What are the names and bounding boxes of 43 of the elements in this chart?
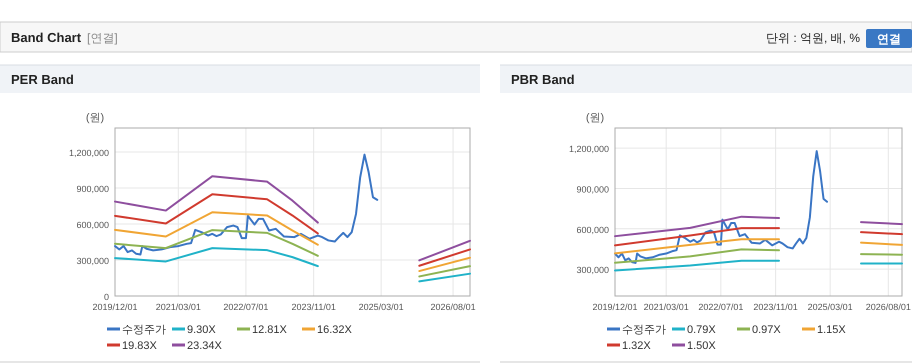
text: 연결 xyxy=(877,32,901,46)
y-axis-title: (원) xyxy=(86,112,104,124)
y-axis-title: (원) xyxy=(586,112,604,124)
y-tick-label: 600,000 xyxy=(76,220,109,230)
x-tick-label: 2026/08/01 xyxy=(866,302,911,312)
y-tick-label: 600,000 xyxy=(576,224,609,235)
chart-title: PBR Band xyxy=(511,72,575,87)
legend-label: 1.50X xyxy=(687,340,716,352)
x-tick-label: 2021/03/01 xyxy=(156,302,201,312)
x-tick-label: 2021/03/01 xyxy=(644,302,689,312)
line-series xyxy=(614,150,828,264)
y-tick-label: 900,000 xyxy=(576,184,609,194)
y-tick-label: 900,000 xyxy=(76,184,109,194)
legend-label: 1.15X xyxy=(817,324,846,336)
x-tick-label: 2023/11/01 xyxy=(291,302,336,312)
x-tick-label: 2026/08/01 xyxy=(430,302,476,312)
legend-label: 12.81X xyxy=(252,324,288,336)
chart-title: PER Band xyxy=(11,72,74,87)
x-tick-label: 2019/12/01 xyxy=(592,302,638,312)
x-tick-label: 2019/12/01 xyxy=(92,302,138,312)
legend-label: 1.32X xyxy=(622,340,652,352)
line-series xyxy=(114,154,378,256)
text: [연결] xyxy=(87,31,118,45)
legend-label: 수정주가 xyxy=(122,324,166,336)
x-tick-label: 2025/03/01 xyxy=(358,302,404,312)
y-tick-label: 300,000 xyxy=(76,256,109,266)
legend-label: 16.32X xyxy=(317,324,353,336)
legend-label: 0.79X xyxy=(687,324,716,336)
x-tick-label: 2023/11/01 xyxy=(753,302,798,312)
legend-label: 19.83X xyxy=(122,340,158,352)
y-tick-label: 0 xyxy=(104,292,109,302)
x-tick-label: 2022/07/01 xyxy=(223,302,268,312)
text: 단위 : 억원, 배, % xyxy=(766,31,860,45)
y-tick-label: 1,200,000 xyxy=(68,148,109,158)
legend-label: 수정주가 xyxy=(622,324,666,336)
y-tick-label: 1,200,000 xyxy=(568,144,609,154)
legend-label: 0.97X xyxy=(752,324,782,336)
x-tick-label: 2025/03/01 xyxy=(808,302,853,312)
text: Band Chart xyxy=(11,30,82,45)
legend-label: 23.34X xyxy=(187,340,223,352)
legend-label: 9.30X xyxy=(187,324,216,336)
x-tick-label: 2022/07/01 xyxy=(698,302,744,312)
y-tick-label: 300,000 xyxy=(576,265,609,276)
